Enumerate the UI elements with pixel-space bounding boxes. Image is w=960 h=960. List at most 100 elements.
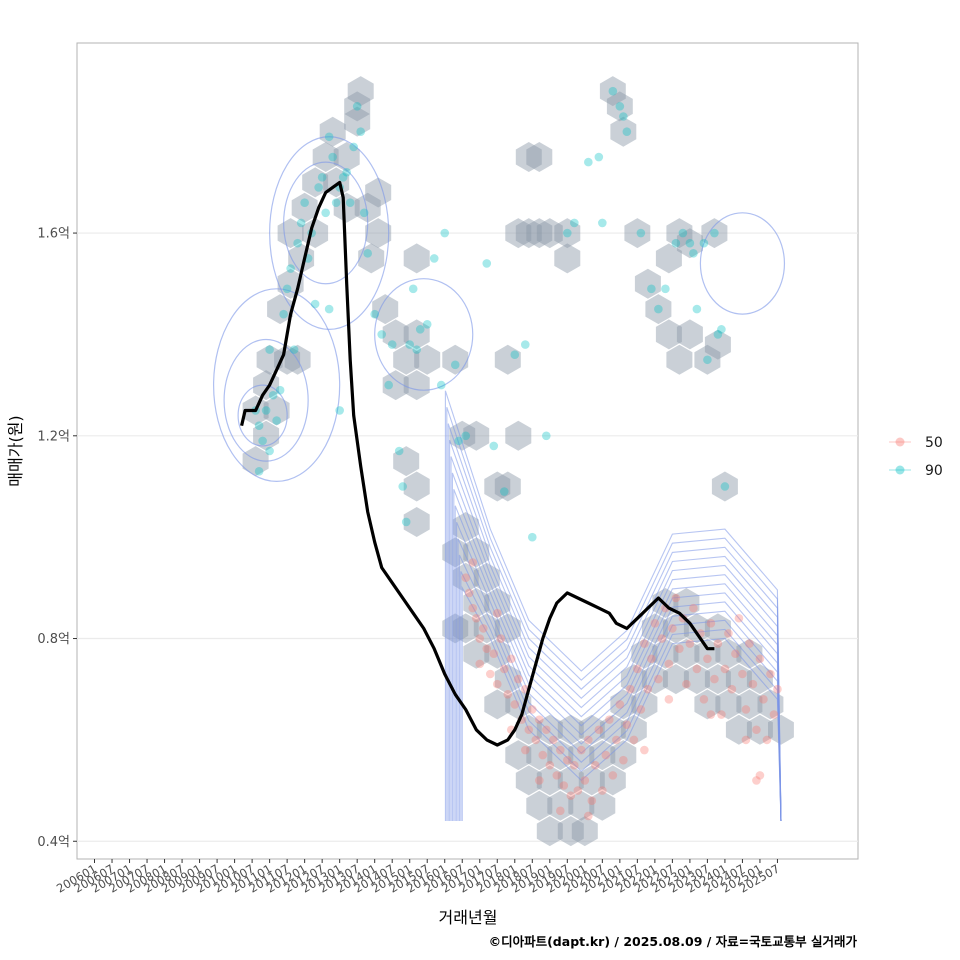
- scatter-point-90: [345, 198, 355, 207]
- hexbin-cell: [442, 344, 469, 375]
- scatter-point-50: [689, 603, 698, 613]
- hexbin-cell: [571, 816, 598, 847]
- hexbin-cell: [557, 765, 584, 796]
- scatter-point-50: [527, 705, 537, 714]
- hexbin-cell: [494, 471, 521, 502]
- hexbin-cell: [547, 790, 574, 821]
- scatter-point-50: [640, 639, 649, 648]
- scatter-point-90: [619, 112, 628, 121]
- scatter-point-90: [275, 385, 285, 395]
- hexbin-cell: [358, 243, 385, 274]
- hexbin-cell: [662, 664, 689, 695]
- hexbin-cell: [484, 689, 511, 720]
- scatter-point-50: [664, 659, 674, 669]
- hexbin-cell: [666, 218, 693, 249]
- scatter-point-90: [412, 345, 422, 354]
- scatter-point-90: [482, 259, 492, 268]
- scatter-point-90: [338, 173, 348, 182]
- scatter-point-50: [713, 639, 723, 648]
- scatter-point-50: [710, 674, 719, 684]
- density-contour: [447, 423, 782, 822]
- scatter-point-90: [527, 532, 537, 542]
- scatter-point-50: [615, 700, 625, 709]
- hexbin-cell: [610, 740, 637, 771]
- scatter-point-50: [748, 679, 758, 689]
- y-axis-title: 매매가(원): [6, 415, 25, 486]
- scatter-point-50: [577, 745, 586, 755]
- scatter-point-90: [454, 436, 464, 446]
- hexbin-cell: [319, 116, 346, 147]
- scatter-point-50: [461, 573, 471, 583]
- hexbin-cell: [484, 471, 511, 502]
- scatter-point-90: [415, 325, 425, 334]
- hexbin-cell: [536, 765, 563, 796]
- hexbin-cell: [673, 638, 700, 669]
- scatter-point-90: [450, 360, 460, 370]
- scatter-point-50: [492, 608, 502, 618]
- hexbin-cell: [505, 218, 532, 249]
- scatter-point-90: [720, 482, 730, 491]
- hexbin-cell: [393, 446, 420, 477]
- hexbin-cell: [333, 142, 360, 172]
- scatter-point-90: [563, 228, 572, 238]
- scatter-point-50: [647, 654, 656, 664]
- density-contour: [237, 384, 288, 447]
- scatter-point-50: [534, 776, 544, 785]
- legend-key-50: [895, 437, 905, 447]
- scatter-point-90: [398, 482, 408, 491]
- hexbin-cell: [620, 714, 647, 745]
- scatter-point-50: [489, 649, 499, 659]
- scatter-point-90: [636, 228, 646, 238]
- scatter-point-50: [699, 695, 709, 704]
- hexbin-cell: [711, 471, 738, 502]
- hexbin-cell: [291, 192, 318, 223]
- scatter-point-50: [608, 771, 618, 780]
- scatter-point-50: [769, 710, 779, 719]
- scatter-point-90: [377, 330, 386, 339]
- scatter-point-50: [664, 695, 674, 704]
- scatter-point-90: [661, 284, 670, 294]
- plot-panel: [76, 42, 859, 860]
- scatter-point-50: [559, 781, 569, 790]
- hexbin-cell: [403, 370, 430, 401]
- scatter-point-50: [773, 684, 782, 694]
- scatter-point-90: [324, 304, 334, 314]
- scatter-point-50: [563, 755, 572, 765]
- hexbin-cell: [312, 142, 339, 172]
- scatter-point-90: [387, 340, 397, 349]
- scatter-point-90: [286, 264, 295, 273]
- density-contour: [269, 136, 390, 330]
- hexbin-cell: [365, 218, 392, 249]
- hexbin-cell: [505, 420, 532, 451]
- hexbin-cell: [414, 344, 441, 375]
- hexbin-layer: [242, 76, 794, 847]
- hexbin-cell: [393, 344, 420, 375]
- hexbin-cell: [554, 218, 581, 249]
- density-contour: [453, 489, 782, 822]
- scatter-point-50: [692, 664, 702, 674]
- scatter-point-50: [570, 760, 579, 770]
- hexbin-cell: [694, 689, 721, 720]
- hexbin-cell: [463, 420, 490, 451]
- scatter-point-50: [503, 689, 513, 699]
- y-tick-label: 0.4억: [37, 835, 70, 850]
- hexbin-cell: [344, 91, 371, 122]
- scatter-point-90: [542, 431, 551, 441]
- scatter-point-50: [619, 755, 628, 765]
- density-contour: [223, 338, 309, 462]
- hexbin-cell: [452, 512, 479, 542]
- hexbin-cell: [662, 613, 689, 644]
- scatter-point-90: [584, 157, 593, 167]
- scatter-point-50: [633, 664, 642, 674]
- scatter-point-90: [598, 218, 607, 228]
- scatter-point-50: [654, 674, 663, 684]
- caption: ©디아파트(dapt.kr) / 2025.08.09 / 자료=국토교통부 실…: [489, 934, 858, 949]
- hexbin-cell: [736, 638, 763, 669]
- scatter-point-50: [668, 624, 677, 633]
- scatter-point-90: [520, 340, 530, 349]
- scatter-point-90: [300, 198, 309, 207]
- hexbin-cell: [403, 243, 430, 274]
- scatter-point-50: [545, 760, 555, 770]
- scatter-point-50: [724, 629, 733, 638]
